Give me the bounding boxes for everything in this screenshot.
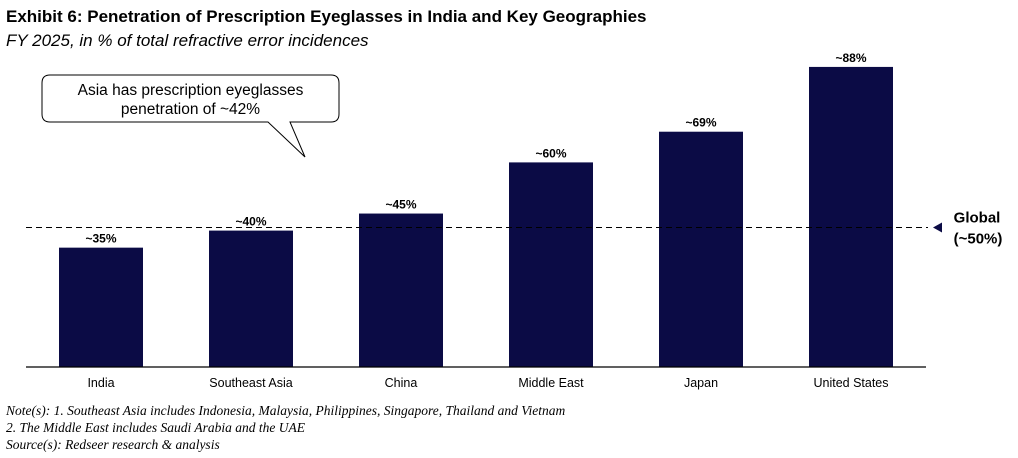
callout-shape <box>41 74 340 158</box>
data-label: ~35% <box>85 232 116 246</box>
callout-text-line1: Asia has prescription eyeglasses <box>78 82 304 99</box>
bar-middle-east <box>509 162 593 367</box>
global-reference-label: Global <box>954 210 1001 227</box>
data-label: ~40% <box>235 215 266 229</box>
bar-united-states <box>809 66 893 368</box>
callout-text-line2: penetration of ~42% <box>121 101 260 118</box>
reference-arrow-icon <box>933 222 942 233</box>
footnotes: Note(s): 1. Southeast Asia includes Indo… <box>6 402 565 453</box>
x-tick-label: Southeast Asia <box>209 376 292 390</box>
x-tick-label: India <box>87 376 114 390</box>
bar-japan <box>659 131 743 367</box>
global-reference-value-label: (~50%) <box>954 231 1003 248</box>
data-label: ~60% <box>535 146 566 160</box>
chart-subtitle: FY 2025, in % of total refractive error … <box>6 31 369 50</box>
data-label: ~45% <box>385 198 416 212</box>
bar-china <box>359 213 443 367</box>
bars-group: ~35% India ~40% Southeast Asia ~45% China ~60%… <box>59 51 893 390</box>
x-tick-label: Middle East <box>518 376 584 390</box>
bar-southeast-asia <box>209 230 293 367</box>
data-label: ~88% <box>835 51 866 65</box>
data-label: ~69% <box>685 116 716 130</box>
x-tick-label: Japan <box>684 376 718 390</box>
callout-bubble: Asia has prescription eyeglasses penetra… <box>41 74 340 158</box>
note-2: 2. The Middle East includes Saudi Arabia… <box>6 420 305 435</box>
bar-india <box>59 247 143 367</box>
x-tick-label: United States <box>813 376 888 390</box>
note-1: Note(s): 1. Southeast Asia includes Indo… <box>6 403 566 418</box>
source-note: Source(s): Redseer research & analysis <box>6 437 220 452</box>
chart-title: Exhibit 6: Penetration of Prescription E… <box>6 7 647 26</box>
x-tick-label: China <box>385 376 418 390</box>
bar-chart: ~35% India ~40% Southeast Asia ~45% China ~60%… <box>26 51 1003 390</box>
